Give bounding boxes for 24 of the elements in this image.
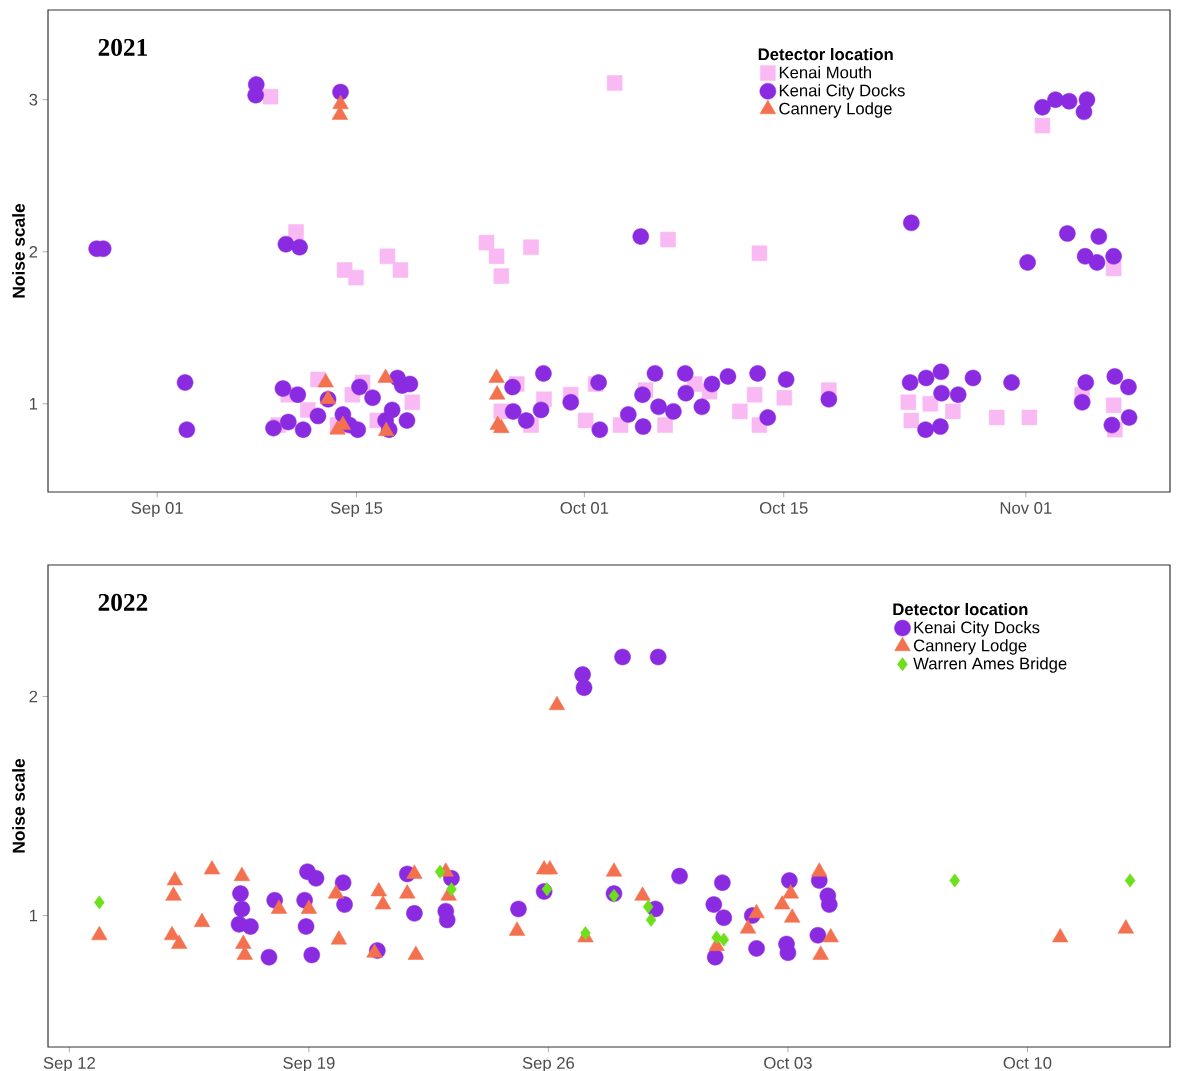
annotation: 2021 bbox=[98, 38, 147, 56]
x-tick-label: Nov 01 bbox=[1000, 502, 1052, 514]
y-tick-label: 1 bbox=[29, 398, 38, 410]
legend-label: Kenai City Docks bbox=[779, 84, 905, 100]
legend-label: Warren Ames Bridge bbox=[913, 657, 1067, 673]
x-tick-label: Oct 10 bbox=[1003, 1057, 1052, 1069]
x-tick-label: Oct 03 bbox=[764, 1057, 812, 1069]
y-tick-label: 3 bbox=[29, 93, 38, 106]
x-tick-label: Sep 01 bbox=[131, 502, 183, 518]
x-tick-label: Oct 01 bbox=[560, 502, 609, 514]
legend-label: Kenai City Docks bbox=[914, 621, 1040, 637]
legend-label: Cannery Lodge bbox=[913, 639, 1027, 655]
annotation: 2022 bbox=[98, 593, 148, 611]
y-tick-label: 2 bbox=[29, 690, 38, 703]
x-tick-label: Sep 15 bbox=[330, 502, 383, 518]
legend-title: Detector location bbox=[893, 602, 1028, 616]
y-tick-label: 1 bbox=[29, 909, 38, 922]
y-axis-title: Noise scale bbox=[12, 203, 25, 298]
y-tick-label: 2 bbox=[29, 245, 38, 258]
legend-label: Kenai Mouth bbox=[779, 66, 871, 79]
legend-title: Detector location bbox=[758, 47, 893, 61]
legend-label: Cannery Lodge bbox=[779, 102, 892, 118]
x-tick-label: Oct 15 bbox=[759, 502, 808, 514]
y-axis-title: Noise scale bbox=[12, 758, 25, 853]
